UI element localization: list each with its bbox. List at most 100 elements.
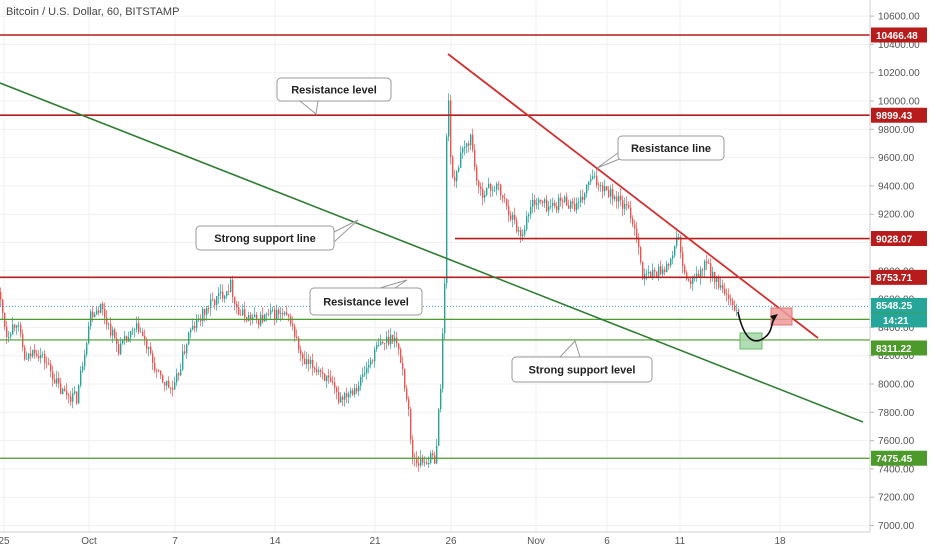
candle-body bbox=[292, 323, 294, 327]
y-tick-label: 9200.00 bbox=[878, 210, 915, 221]
y-tick-label: 7400.00 bbox=[878, 464, 915, 475]
candle-body bbox=[130, 331, 132, 338]
candle-body bbox=[712, 271, 714, 277]
candle-body bbox=[646, 273, 648, 275]
candle-body bbox=[62, 388, 64, 394]
candle-body bbox=[376, 345, 378, 350]
candle-body bbox=[238, 307, 240, 315]
candle-body bbox=[236, 303, 238, 308]
candle-body bbox=[286, 312, 288, 315]
candle-body bbox=[80, 370, 82, 386]
x-tick-label: 26 bbox=[445, 536, 457, 547]
candle-body bbox=[438, 409, 440, 446]
annotation-callout: Resistance line bbox=[596, 135, 725, 169]
candle-body bbox=[120, 343, 122, 355]
candle-body bbox=[588, 181, 590, 186]
candle-body bbox=[370, 360, 372, 365]
candle-body bbox=[274, 309, 276, 320]
candle-body bbox=[448, 100, 450, 137]
candle-body bbox=[424, 462, 426, 464]
candle-body bbox=[276, 309, 278, 320]
candle-body bbox=[250, 315, 252, 320]
resistance-trendline bbox=[447, 53, 819, 339]
candle-body bbox=[50, 363, 52, 372]
candle-body bbox=[284, 312, 286, 315]
candle-body bbox=[290, 316, 292, 324]
y-tick-label: 10000.00 bbox=[878, 97, 920, 108]
candle-body bbox=[490, 183, 492, 191]
candle-body bbox=[34, 349, 36, 354]
candle-body bbox=[76, 391, 78, 404]
candle-body bbox=[498, 183, 500, 185]
candle-body bbox=[682, 252, 684, 267]
y-tick-label: 9600.00 bbox=[878, 153, 915, 164]
candle-body bbox=[298, 337, 300, 350]
candle-body bbox=[506, 198, 508, 207]
candle-body bbox=[242, 309, 244, 316]
candle-body bbox=[474, 149, 476, 167]
candle-body bbox=[516, 220, 518, 232]
candle-body bbox=[192, 325, 194, 330]
candle-body bbox=[188, 332, 190, 345]
candle-body bbox=[108, 323, 110, 325]
candle-body bbox=[300, 349, 302, 355]
candle-body bbox=[140, 331, 142, 333]
candle-body bbox=[600, 185, 602, 187]
y-tick-label: 8000.00 bbox=[878, 380, 915, 391]
candle-body bbox=[64, 388, 66, 391]
candle-body bbox=[572, 201, 574, 204]
y-tick-label: 10400.00 bbox=[878, 40, 920, 51]
candle-body bbox=[382, 341, 384, 343]
candle-body bbox=[162, 375, 164, 383]
candle-body bbox=[30, 353, 32, 357]
candle-body bbox=[252, 317, 254, 320]
candle-body bbox=[352, 390, 354, 395]
candle-body bbox=[42, 354, 44, 356]
candle-body bbox=[262, 314, 264, 322]
candle-body bbox=[552, 202, 554, 207]
price-badge-label: 8753.71 bbox=[876, 273, 913, 284]
candle-body bbox=[254, 314, 256, 318]
candle-body bbox=[464, 146, 466, 149]
candle-body bbox=[476, 166, 478, 181]
candle-body bbox=[364, 373, 366, 375]
candle-body bbox=[526, 216, 528, 230]
candle-body bbox=[432, 453, 434, 456]
candle-body bbox=[676, 237, 678, 246]
candle-body bbox=[46, 362, 48, 364]
x-tick-label: 25 bbox=[0, 536, 10, 547]
candle-body bbox=[244, 309, 246, 318]
candle-body bbox=[126, 336, 128, 342]
candle-body bbox=[266, 313, 268, 315]
callout-label: Strong support line bbox=[214, 233, 315, 245]
candle-body bbox=[38, 355, 40, 359]
candle-body bbox=[566, 196, 568, 206]
candle-body bbox=[110, 323, 112, 336]
candle-body bbox=[706, 261, 708, 263]
candle-body bbox=[354, 388, 356, 395]
candle-body bbox=[736, 310, 738, 312]
candle-body bbox=[680, 236, 682, 253]
candle-body bbox=[634, 224, 636, 229]
candle-body bbox=[420, 457, 422, 466]
candle-body bbox=[446, 136, 448, 284]
candle-body bbox=[230, 279, 232, 292]
candle-body bbox=[520, 230, 522, 236]
candle-body bbox=[322, 371, 324, 374]
candle-body bbox=[44, 354, 46, 363]
candle-body bbox=[144, 336, 146, 340]
time-axis[interactable]: 25 Oct 7 14 21 26 Nov 6 11 18 bbox=[0, 536, 786, 547]
candle-body bbox=[72, 393, 74, 402]
candle-body bbox=[86, 343, 88, 355]
candle-body bbox=[148, 346, 150, 349]
candle-body bbox=[522, 234, 524, 236]
candle-body bbox=[514, 214, 516, 221]
candle-body bbox=[492, 190, 494, 191]
candle-body bbox=[732, 300, 734, 306]
candle-body bbox=[636, 228, 638, 238]
x-tick-label: 11 bbox=[675, 536, 686, 547]
candle-body bbox=[146, 339, 148, 349]
candle-body bbox=[726, 294, 728, 295]
candle-body bbox=[134, 329, 136, 331]
